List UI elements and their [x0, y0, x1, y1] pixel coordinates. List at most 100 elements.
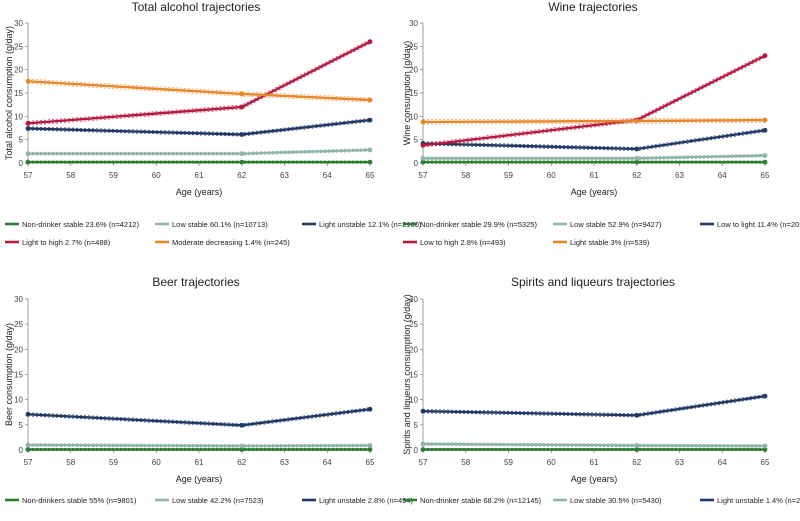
x-tick-label: 63: [675, 458, 684, 467]
data-point: [762, 127, 768, 133]
data-point: [762, 443, 768, 449]
y-tick-label: 5: [19, 421, 24, 430]
data-point: [367, 39, 373, 45]
legend-label: Non-drinker stable 29.9% (n=5325): [420, 220, 537, 229]
y-tick-label: 10: [409, 396, 418, 405]
series-line: [422, 54, 766, 147]
x-tick-label: 60: [152, 171, 161, 180]
y-tick-label: 30: [14, 19, 23, 28]
y-tick-label: 25: [409, 42, 418, 51]
x-tick-label: 57: [24, 458, 33, 467]
data-point: [25, 447, 31, 452]
x-tick-label: 57: [419, 458, 428, 467]
x-tick-label: 57: [419, 171, 428, 180]
data-point: [420, 119, 426, 125]
x-tick-label: 57: [24, 171, 33, 180]
y-tick-label: 0: [19, 159, 24, 168]
x-tick-label: 64: [323, 458, 332, 467]
legend-label: Light stable 3% (n=539): [570, 238, 650, 247]
data-point: [762, 393, 768, 399]
data-point: [25, 411, 31, 417]
y-tick-label: 25: [14, 42, 23, 51]
x-axis-label: Age (years): [176, 187, 223, 197]
series-ci-lower: [27, 83, 371, 103]
y-tick-label: 20: [409, 345, 418, 354]
x-tick-label: 61: [590, 171, 599, 180]
data-point: [25, 78, 31, 84]
chart-title: Total alcohol trajectories: [132, 0, 261, 14]
data-point: [420, 155, 426, 161]
legend-label: Light unstable 1.4% (n=243): [717, 496, 800, 505]
y-tick-label: 30: [14, 295, 23, 304]
data-point: [239, 159, 245, 165]
x-tick-label: 58: [66, 171, 75, 180]
x-tick-label: 60: [152, 458, 161, 467]
data-point: [239, 443, 245, 449]
data-point: [762, 117, 768, 123]
series-line: [27, 40, 371, 125]
series-line: [423, 154, 766, 160]
legend-label: Low stable 52.9% (n=9427): [570, 220, 662, 229]
series-line: [422, 394, 766, 417]
legend-label: Non-drinker stable 23.6% (n=4212): [22, 220, 139, 229]
chart-title: Spirits and liqueurs trajectories: [511, 275, 675, 289]
data-point: [762, 447, 768, 452]
legend-label: Moderate decreasing 1.4% (n=245): [172, 238, 290, 247]
data-point: [634, 159, 640, 165]
y-tick-label: 10: [14, 396, 23, 405]
y-tick-label: 20: [409, 66, 418, 75]
data-point: [367, 117, 373, 123]
y-tick-label: 20: [14, 345, 23, 354]
x-tick-label: 63: [280, 458, 289, 467]
series-ci-lower: [422, 57, 766, 148]
x-tick-label: 65: [366, 171, 375, 180]
legend-label: Non-drinkers stable 55% (n=9801): [22, 496, 137, 505]
data-point: [25, 159, 31, 165]
data-point: [634, 118, 640, 124]
x-tick-label: 63: [280, 171, 289, 180]
chart-title: Wine trajectories: [548, 0, 637, 14]
legend-label: Low stable 30.5% (n=5430): [570, 496, 662, 505]
data-point: [239, 447, 245, 452]
data-point: [367, 443, 373, 448]
x-tick-label: 61: [195, 171, 204, 180]
x-tick-label: 59: [504, 458, 513, 467]
series-line: [422, 118, 766, 124]
x-tick-label: 59: [109, 171, 118, 180]
legend-label: Low to light 11.4% (n=2034): [717, 220, 800, 229]
data-point: [762, 53, 768, 59]
legend-label: Non-drinker stable 68.2% (n=12145): [420, 496, 542, 505]
data-point: [25, 442, 31, 448]
x-axis-label: Age (years): [571, 474, 618, 484]
y-tick-label: 30: [409, 19, 418, 28]
x-tick-label: 58: [461, 171, 470, 180]
x-axis-label: Age (years): [571, 187, 618, 197]
data-point: [762, 159, 768, 165]
legend-label: Light unstable 2.8% (n=494): [319, 496, 414, 505]
y-tick-label: 15: [14, 371, 23, 380]
data-point: [367, 159, 373, 165]
legend-label: Light to high 2.7% (n=488): [22, 238, 111, 247]
series-line: [28, 148, 371, 155]
x-tick-label: 65: [366, 458, 375, 467]
y-tick-label: 5: [414, 136, 419, 145]
x-tick-label: 59: [504, 171, 513, 180]
x-tick-label: 58: [66, 458, 75, 467]
series-line: [27, 118, 371, 136]
x-tick-label: 60: [547, 171, 556, 180]
data-point: [239, 104, 245, 110]
x-tick-label: 64: [323, 171, 332, 180]
data-point: [25, 120, 31, 126]
x-tick-label: 60: [547, 458, 556, 467]
y-tick-label: 0: [414, 159, 419, 168]
data-point: [420, 447, 426, 452]
y-tick-label: 0: [414, 446, 419, 455]
legend-label: Low stable 42.2% (n=7523): [172, 496, 264, 505]
y-tick-label: 10: [14, 112, 23, 121]
y-tick-label: 5: [414, 421, 419, 430]
data-point: [420, 441, 426, 447]
series-line: [27, 408, 371, 427]
data-point: [239, 132, 245, 137]
x-tick-label: 63: [675, 171, 684, 180]
